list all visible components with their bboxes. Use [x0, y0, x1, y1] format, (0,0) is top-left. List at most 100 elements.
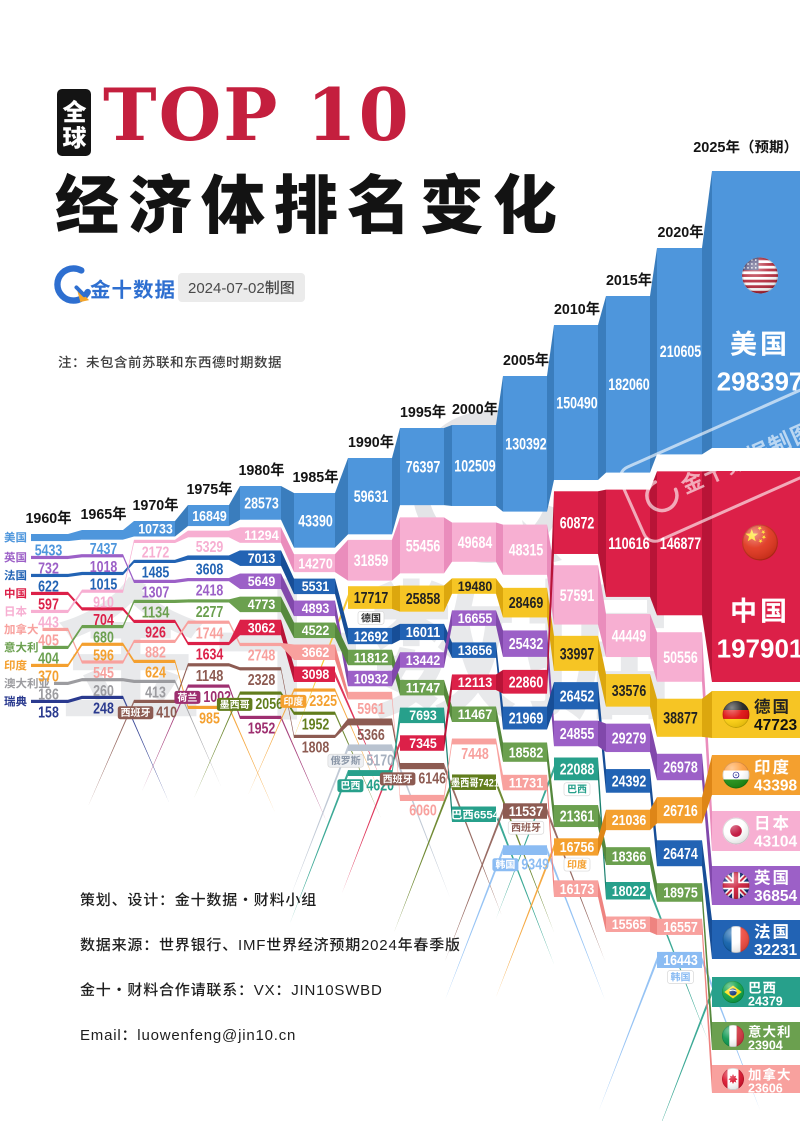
value-巴西-1995年: 7693 — [409, 704, 437, 724]
band-墨西哥-1980年 — [240, 691, 281, 695]
final-value-美国: 298397 — [717, 362, 800, 399]
flow-ribbon-印度 — [598, 809, 606, 856]
flow-ribbon-日本 — [123, 539, 134, 593]
country-label-瑞典: 瑞典 — [4, 694, 27, 710]
flow-ribbon-德国 — [496, 578, 503, 618]
band-意大利-2005年 — [503, 742, 547, 762]
flow-ribbon-美国 — [496, 376, 503, 512]
flow-ribbon-法国 — [229, 550, 240, 566]
band-中国-1960年 — [31, 591, 68, 596]
flow-ribbon-法国 — [281, 550, 294, 595]
flow-ribbon-法国 — [175, 555, 188, 563]
page-title: 经济体排名变化 — [55, 155, 566, 247]
flow-ribbon-德国 — [650, 674, 657, 737]
band-意大利-2020年 — [657, 883, 702, 902]
value-印度-2015年: 21036 — [612, 809, 647, 830]
final-name-英国: 英国 — [754, 865, 791, 889]
value-印度-1965年: 596 — [93, 641, 114, 665]
band-瑞典-1965年 — [82, 695, 123, 699]
band-美国-1965年 — [82, 530, 123, 540]
value-英国-1995年: 13442 — [406, 649, 441, 669]
band-日本-1960年 — [31, 609, 68, 614]
flow-ribbon-英国 — [229, 573, 240, 590]
band-中国-2025年（预期） — [712, 471, 800, 682]
flag-br-icon — [722, 981, 744, 1003]
value-西班牙-1995年: 6146 — [418, 765, 446, 789]
flow-ribbon-日本 — [229, 527, 240, 543]
band-意大利-2015年 — [606, 847, 650, 865]
value-澳大利亚-1960年: 186 — [38, 681, 59, 705]
band-印度-2020年 — [657, 797, 702, 824]
value-俄罗斯-1990年: 5170 — [366, 747, 394, 771]
value-法国-1980年: 7013 — [248, 547, 276, 567]
band-瑞典-1960年 — [31, 699, 68, 703]
flow-ribbon-意大利 — [444, 679, 452, 722]
band-荷兰-1980年 — [240, 715, 281, 719]
value-美国-2015年: 182060 — [608, 371, 649, 395]
band-俄罗斯-1990年 — [348, 744, 392, 752]
band-美国-1990年 — [348, 458, 392, 535]
value-德国-1990年: 17717 — [354, 586, 389, 608]
title-top10: TOP 10 — [103, 72, 411, 157]
flow-ribbon-西班牙 — [229, 663, 240, 671]
value-美国-1985年: 43390 — [298, 507, 333, 531]
value-意大利-1985年: 4522 — [302, 619, 330, 639]
band-日本-2005年 — [503, 524, 547, 575]
value-中国-1960年: 597 — [38, 591, 59, 615]
flow-ribbon-意大利 — [281, 596, 294, 639]
band-德国-1995年 — [400, 585, 444, 612]
band-巴西-2015年 — [606, 882, 650, 900]
exit-taper-瑞典 — [123, 695, 169, 803]
flow-ribbon-印度 — [702, 755, 712, 824]
band-法国-2005年 — [503, 706, 547, 730]
final-name-法国: 法国 — [754, 919, 791, 943]
band-德国-2015年 — [606, 674, 650, 707]
value-加拿大-1985年: 3662 — [302, 641, 330, 661]
value-英国-2020年: 26978 — [663, 756, 698, 778]
flow-ribbon-中国 — [702, 471, 712, 682]
band-日本-1965年 — [82, 589, 123, 593]
flow-ribbon-意大利 — [496, 706, 503, 762]
band-法国-1960年 — [31, 573, 68, 578]
entry-taper-墨西哥 — [194, 691, 240, 799]
band-中国-1980年 — [240, 619, 281, 636]
tag-box — [117, 706, 154, 720]
final-name-美国: 美国 — [730, 323, 790, 362]
value-墨西哥-2000年: 墨西哥7421 — [451, 774, 499, 790]
footer-email: Email：luowenfeng@jin10.cn — [80, 1024, 297, 1045]
flow-ribbon-瑞典 — [68, 695, 82, 703]
flow-ribbon-中国 — [496, 669, 503, 694]
value-日本-1985年: 14270 — [298, 552, 333, 573]
value-中国-1980年: 3062 — [248, 616, 276, 636]
band-中国-1985年 — [294, 666, 335, 682]
value-瑞典-1960年: 158 — [38, 699, 59, 723]
flow-ribbon-加拿大 — [496, 738, 503, 791]
band-美国-2020年 — [657, 248, 702, 455]
flag-use — [722, 1068, 744, 1090]
band-美国-1980年 — [240, 486, 281, 520]
flag-use — [742, 525, 778, 561]
flow-ribbon-美国 — [392, 428, 400, 535]
data-note: 注：未包含前苏联和东西德时期数据 — [58, 351, 282, 371]
flag-use — [722, 981, 744, 1003]
flow-ribbon-澳大利亚 — [123, 678, 134, 683]
tag-label: 荷兰 — [177, 689, 197, 704]
flow-ribbon-加拿大 — [123, 639, 134, 664]
value-英国-1980年: 5649 — [248, 570, 276, 590]
band-美国-2025年（预期） — [712, 171, 800, 448]
band-英国-2010年 — [554, 720, 598, 747]
value-日本-1965年: 910 — [93, 588, 114, 612]
value-美国-1960年: 5433 — [35, 537, 63, 561]
final-value-日本: 43104 — [754, 830, 797, 852]
band-澳大利亚-1960年 — [54, 681, 68, 686]
band-加拿大-2005年 — [503, 774, 547, 791]
entry-taper-墨西哥 — [394, 779, 452, 933]
final-name-意大利: 意大利 — [748, 1021, 792, 1041]
flow-ribbon-加拿大 — [444, 738, 452, 801]
band-中国-2020年 — [657, 471, 702, 616]
footer-source: 数据来源：世界银行、IMF世界经济预期2024年春季版 — [80, 934, 461, 955]
band-英国-1975年 — [188, 578, 229, 582]
value-英国-2000年: 16655 — [458, 607, 493, 627]
flag-us-icon — [742, 258, 778, 294]
flow-ribbon-美国 — [123, 521, 134, 540]
